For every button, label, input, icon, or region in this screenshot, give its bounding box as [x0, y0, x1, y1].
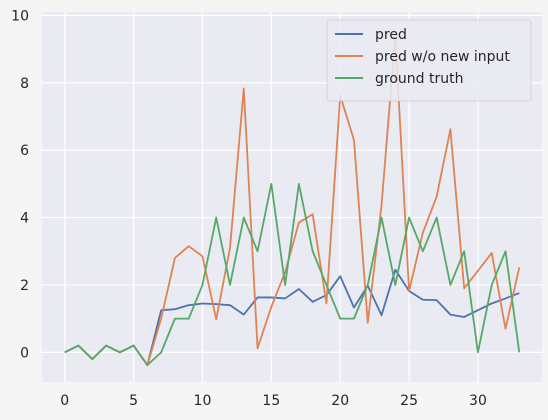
legend-label-0: pred — [375, 27, 407, 43]
y-tick-label: 0 — [20, 345, 29, 361]
y-tick-label: 2 — [20, 278, 29, 294]
x-axis-tick-labels: 0 5 10 15 20 25 30 — [60, 393, 487, 409]
y-tick-label: 6 — [20, 143, 29, 159]
x-tick-label: 20 — [331, 393, 349, 409]
y-tick-label: 4 — [20, 211, 29, 227]
legend: pred pred w/o new input ground truth — [326, 19, 532, 102]
x-tick-label: 25 — [400, 393, 418, 409]
x-tick-label: 15 — [262, 393, 280, 409]
legend-label-2: ground truth — [375, 71, 463, 87]
y-tick-label: 10 — [11, 8, 29, 24]
x-tick-label: 5 — [129, 393, 138, 409]
x-tick-label: 10 — [194, 393, 212, 409]
series-lines — [64, 34, 521, 367]
series-line-2 — [64, 182, 521, 367]
legend-label-1: pred w/o new input — [375, 49, 510, 65]
x-tick-label: 0 — [60, 393, 69, 409]
y-tick-label: 8 — [20, 76, 29, 92]
x-tick-label: 30 — [469, 393, 487, 409]
y-axis-tick-labels: 0 2 4 6 8 10 — [11, 8, 29, 361]
legend-box — [326, 19, 532, 102]
